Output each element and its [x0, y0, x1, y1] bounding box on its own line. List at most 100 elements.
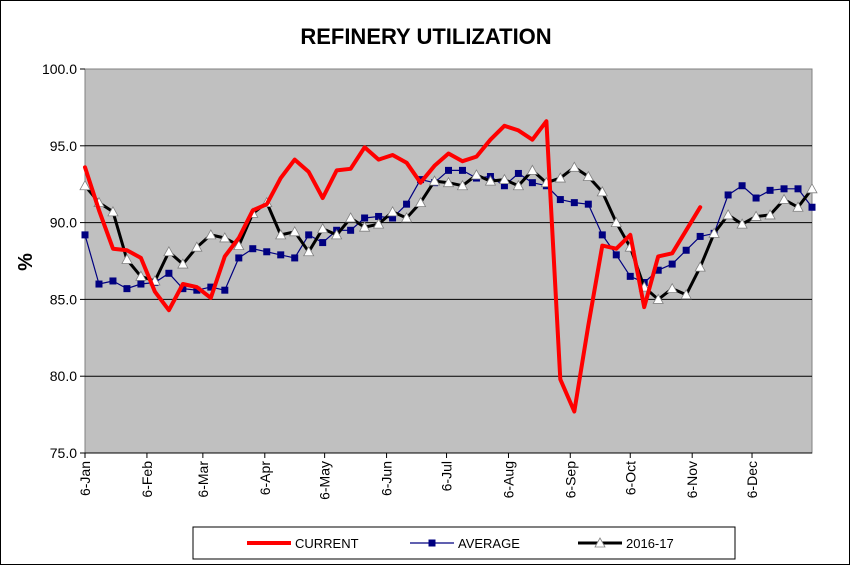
legend: CURRENT AVERAGE 2016-17	[192, 526, 736, 560]
average-point	[109, 277, 117, 285]
prior-year-point	[456, 179, 469, 191]
prior-year-point	[386, 206, 399, 217]
prior-year-point	[135, 270, 147, 281]
average-point	[123, 285, 131, 293]
average-point	[375, 212, 383, 220]
average-point	[794, 185, 802, 193]
average-point	[598, 231, 606, 239]
prior-year-point	[275, 229, 287, 240]
average-point	[347, 226, 355, 234]
prior-year-point	[330, 229, 343, 240]
prior-year-point	[722, 209, 734, 220]
y-tick-label: 85.0	[50, 291, 77, 307]
x-tick-label: 6-Oct	[622, 461, 638, 495]
average-point	[221, 286, 229, 294]
prior-year-point	[582, 170, 594, 181]
series-layer	[79, 119, 818, 414]
x-tick-label: 6-Sep	[562, 461, 578, 499]
legend-label: AVERAGE	[458, 536, 520, 551]
series-current	[83, 119, 703, 414]
prior-year-point	[610, 216, 622, 228]
average-point	[528, 179, 536, 187]
average-point	[137, 280, 145, 288]
prior-year-point	[470, 169, 483, 180]
y-tick-label: 80.0	[50, 368, 77, 384]
prior-year-point	[806, 182, 818, 194]
average-point	[81, 231, 89, 239]
average-point	[249, 245, 257, 253]
plot-area	[84, 68, 813, 454]
y-tick-label: 100.0	[42, 61, 77, 77]
average-point	[95, 280, 103, 288]
x-tick-label: 6-Jun	[379, 461, 395, 496]
average-point	[738, 182, 746, 190]
prior-year-point	[163, 245, 175, 257]
x-tick-label: 6-Aug	[500, 461, 516, 498]
prior-year-point	[750, 210, 762, 221]
average-point	[570, 199, 578, 207]
y-tick-label: 75.0	[50, 445, 77, 461]
prior-year-point	[191, 241, 203, 252]
average-point	[626, 272, 634, 280]
average-point	[458, 166, 466, 174]
prior-year-point	[177, 258, 189, 269]
average-point	[361, 214, 369, 222]
prior-year-point	[778, 193, 790, 204]
prior-year-point	[680, 288, 692, 300]
prior-year-point	[400, 212, 413, 223]
average-point	[305, 231, 313, 239]
y-tick-label: 95.0	[50, 138, 77, 154]
prior-year-point	[652, 293, 664, 304]
x-tick-label: 6-Dec	[744, 461, 760, 498]
legend-label: CURRENT	[295, 536, 359, 551]
legend-item-current: CURRENT	[247, 536, 359, 551]
prior-year-point	[205, 229, 217, 240]
x-tick-label: 6-Nov	[684, 461, 700, 498]
prior-year-point	[303, 245, 315, 257]
average-point	[445, 166, 452, 174]
legend-item-average: AVERAGE	[410, 536, 520, 551]
prior-year-point	[79, 179, 91, 191]
x-tick-label: 6-Mar	[195, 461, 211, 498]
average-point	[179, 285, 187, 293]
prior-year-point	[219, 232, 231, 243]
prior-year-point	[792, 201, 804, 212]
x-tick-label: 6-Jul	[439, 461, 455, 491]
average-point	[193, 286, 201, 294]
prior-year-point	[526, 164, 539, 175]
average-point	[584, 200, 592, 208]
average-point	[724, 191, 732, 199]
prior-year-point	[736, 218, 748, 229]
average-point	[403, 200, 411, 208]
average-point	[752, 194, 760, 202]
prior-year-point	[666, 282, 678, 294]
average-point	[389, 214, 397, 222]
y-tick-label: 90.0	[50, 215, 77, 231]
average-point	[165, 269, 173, 277]
prior-year-point	[316, 222, 329, 234]
prior-year-point	[428, 175, 441, 186]
average-point	[263, 248, 271, 256]
x-tick-label: 6-Feb	[139, 461, 155, 498]
prior-year-point	[484, 175, 497, 186]
prior-year-point	[568, 161, 581, 172]
prior-year-point	[121, 253, 133, 264]
average-point	[696, 232, 704, 240]
average-point	[682, 246, 690, 254]
average-point	[500, 182, 508, 190]
x-tick-label: 6-Jan	[77, 461, 93, 496]
average-point	[428, 539, 436, 547]
y-axis: 75.0 80.0 85.0 90.0 95.0 100.0	[42, 61, 85, 461]
prior-year-point	[233, 239, 245, 251]
average-point	[514, 169, 522, 177]
prior-year-point	[708, 227, 720, 238]
average-point	[780, 185, 788, 193]
prior-year-point	[512, 179, 525, 191]
y-axis-label: %	[15, 253, 37, 271]
average-point	[319, 239, 327, 247]
average-point	[808, 203, 816, 211]
prior-year-point	[594, 537, 606, 548]
average-point	[207, 283, 215, 291]
prior-year-point	[344, 212, 357, 223]
